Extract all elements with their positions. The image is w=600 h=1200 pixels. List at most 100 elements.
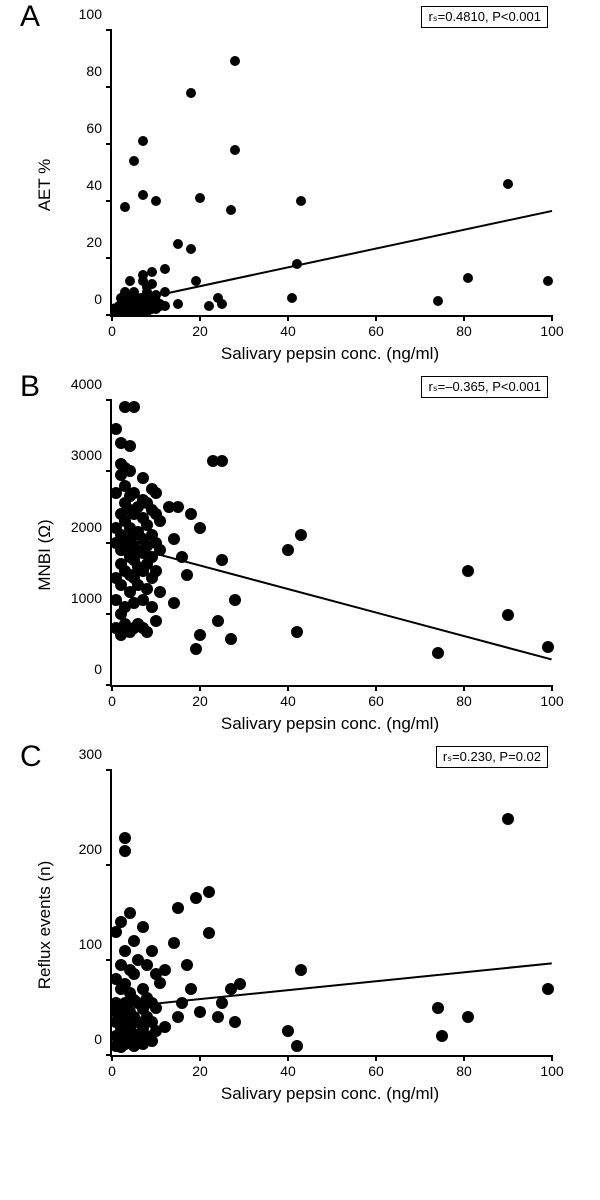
data-point	[190, 892, 202, 904]
xtick: 20	[192, 693, 208, 709]
data-point	[146, 601, 158, 613]
data-point	[287, 293, 297, 303]
data-point	[226, 205, 236, 215]
data-point	[137, 921, 149, 933]
panel-b: Brₛ=–0.365, P<0.001020406080100010002000…	[20, 370, 580, 740]
xtick: 60	[368, 693, 384, 709]
data-point	[150, 487, 162, 499]
panel-label: A	[20, 0, 40, 34]
xtick: 0	[108, 323, 116, 339]
data-point	[138, 190, 148, 200]
data-point	[436, 1030, 448, 1042]
data-point	[194, 522, 206, 534]
xtick: 60	[368, 323, 384, 339]
ytick: 20	[86, 234, 102, 250]
data-point	[141, 583, 153, 595]
data-point	[128, 935, 140, 947]
data-point	[291, 1040, 303, 1052]
xtick: 0	[108, 1063, 116, 1079]
ytick: 0	[94, 661, 102, 677]
xtick: 100	[540, 323, 563, 339]
data-point	[154, 515, 166, 527]
data-point	[212, 1011, 224, 1023]
data-point	[150, 615, 162, 627]
data-point	[190, 643, 202, 655]
ytick: 80	[86, 63, 102, 79]
ytick: 1000	[71, 590, 102, 606]
data-point	[282, 544, 294, 556]
data-point	[172, 902, 184, 914]
data-point	[194, 1006, 206, 1018]
data-point	[150, 565, 162, 577]
data-point	[234, 978, 246, 990]
data-point	[124, 465, 136, 477]
x-axis-label: Salivary pepsin conc. (ng/ml)	[221, 1084, 439, 1104]
data-point	[125, 276, 135, 286]
ytick: 3000	[71, 447, 102, 463]
xtick: 40	[280, 1063, 296, 1079]
data-point	[186, 88, 196, 98]
data-point	[462, 1011, 474, 1023]
data-point	[217, 299, 227, 309]
data-point	[129, 156, 139, 166]
data-point	[185, 508, 197, 520]
data-point	[432, 647, 444, 659]
data-point	[172, 1011, 184, 1023]
data-point	[203, 886, 215, 898]
data-point	[168, 597, 180, 609]
data-point	[181, 569, 193, 581]
data-point	[229, 1016, 241, 1028]
data-point	[159, 1021, 171, 1033]
ytick: 0	[94, 1031, 102, 1047]
data-point	[110, 423, 122, 435]
data-point	[282, 1025, 294, 1037]
data-point	[124, 440, 136, 452]
data-point	[160, 301, 170, 311]
data-point	[203, 927, 215, 939]
data-point	[296, 196, 306, 206]
ytick: 40	[86, 177, 102, 193]
data-point	[216, 455, 228, 467]
data-point	[204, 301, 214, 311]
data-point	[185, 983, 197, 995]
ytick: 0	[94, 291, 102, 307]
stats-box: rₛ=0.230, P=0.02	[436, 746, 548, 768]
y-axis-label: Reflux events (n)	[35, 861, 55, 990]
data-point	[181, 959, 193, 971]
x-axis-label: Salivary pepsin conc. (ng/ml)	[221, 344, 439, 364]
ytick: 2000	[71, 519, 102, 535]
data-point	[128, 968, 140, 980]
data-point	[119, 832, 131, 844]
data-point	[542, 641, 554, 653]
data-point	[124, 907, 136, 919]
plot-area: rₛ=–0.365, P<0.0010204060801000100020003…	[110, 400, 552, 687]
data-point	[502, 813, 514, 825]
data-point	[141, 626, 153, 638]
data-point	[151, 196, 161, 206]
data-point	[173, 299, 183, 309]
ytick: 300	[79, 746, 102, 762]
data-point	[462, 565, 474, 577]
xtick: 20	[192, 323, 208, 339]
xtick: 80	[456, 693, 472, 709]
data-point	[154, 977, 166, 989]
data-point	[172, 501, 184, 513]
xtick: 80	[456, 1063, 472, 1079]
regression-line	[112, 210, 552, 306]
data-point	[147, 267, 157, 277]
plot-area: rₛ=0.4810, P<0.0010204060801000204060801…	[110, 30, 552, 317]
y-axis-label: MNBI (Ω)	[35, 519, 55, 590]
data-point	[195, 193, 205, 203]
xtick: 40	[280, 693, 296, 709]
data-point	[128, 401, 140, 413]
xtick: 100	[540, 693, 563, 709]
data-point	[159, 964, 171, 976]
stats-box: rₛ=–0.365, P<0.001	[421, 376, 548, 398]
data-point	[146, 945, 158, 957]
data-point	[173, 239, 183, 249]
panel-label: B	[20, 370, 40, 404]
x-axis-label: Salivary pepsin conc. (ng/ml)	[221, 714, 439, 734]
xtick: 80	[456, 323, 472, 339]
ytick: 4000	[71, 376, 102, 392]
ytick: 100	[79, 936, 102, 952]
